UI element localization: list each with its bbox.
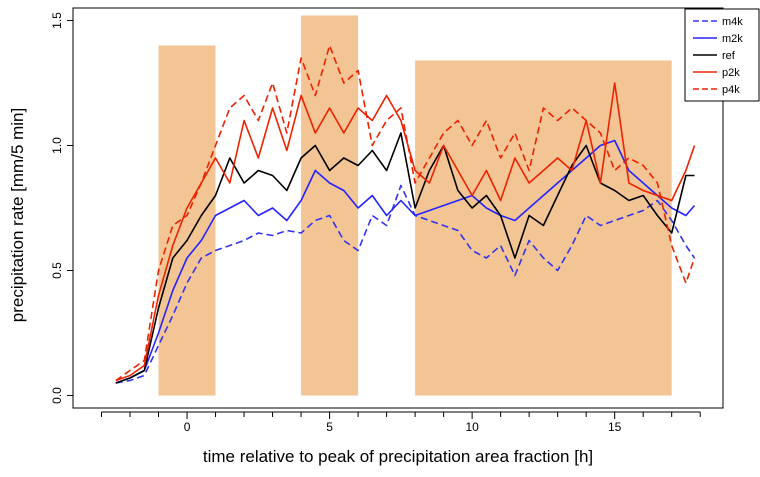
shaded-region-2: [301, 15, 359, 396]
x-axis: 0 5 10 15: [101, 411, 701, 434]
y-tick-label: 0.5: [50, 262, 64, 279]
legend-label-m4k: m4k: [722, 16, 743, 28]
x-tick-label: 0: [184, 420, 191, 434]
series-line-m2k: [115, 139, 696, 384]
legend: m4k m2k ref p2k p4k: [684, 8, 760, 102]
x-tick-label: 5: [326, 420, 333, 434]
legend-label-p2k: p2k: [722, 67, 740, 79]
legend-label-ref: ref: [722, 50, 736, 62]
x-tick-label: 15: [608, 420, 622, 434]
shaded-region-3: [415, 60, 672, 396]
x-tick-label: 10: [465, 420, 479, 434]
y-tick-label: 0.0: [50, 387, 64, 404]
legend-label-p4k: p4k: [722, 84, 740, 96]
plot-frame: [72, 7, 724, 409]
series-line-ref: [115, 132, 695, 384]
series-line-p2k: [115, 82, 696, 382]
y-axis-label: precipitation rate [mm/5 min]: [8, 108, 27, 322]
y-tick-label: 1.0: [50, 137, 64, 154]
series-lines: [115, 44, 696, 384]
series-line-p4k: [115, 44, 696, 382]
y-tick-label: 1.5: [50, 12, 64, 29]
shaded-region-1: [158, 45, 216, 396]
x-axis-label: time relative to peak of precipitation a…: [203, 447, 593, 466]
legend-label-m2k: m2k: [722, 33, 743, 45]
y-axis: 0.0 0.5 1.0 1.5: [50, 12, 73, 404]
